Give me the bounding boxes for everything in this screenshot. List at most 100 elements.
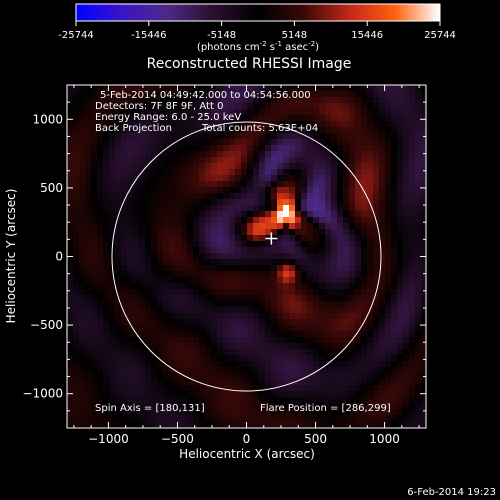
heatmap-cell: [73, 103, 80, 110]
heatmap-cell: [343, 253, 350, 260]
heatmap-cell: [127, 277, 134, 284]
heatmap-cell: [295, 343, 302, 350]
x-axis-label: Heliocentric X (arcsec): [179, 447, 315, 461]
heatmap-cell: [91, 337, 98, 344]
heatmap-cell: [229, 211, 236, 218]
heatmap-cell: [199, 295, 206, 302]
heatmap-cell: [97, 163, 104, 170]
heatmap-cell: [139, 175, 146, 182]
heatmap-cell: [259, 211, 266, 218]
heatmap-cell: [331, 319, 338, 326]
heatmap-cell: [391, 85, 398, 92]
heatmap-cell: [217, 307, 224, 314]
heatmap-cell: [205, 229, 212, 236]
heatmap-cell: [289, 361, 296, 368]
heatmap-cell: [145, 109, 152, 116]
heatmap-cell: [187, 175, 194, 182]
heatmap-cell: [133, 421, 140, 428]
heatmap-cell: [307, 307, 314, 314]
heatmap-cell: [67, 247, 74, 254]
heatmap-cell: [421, 295, 426, 302]
heatmap-cell: [235, 193, 242, 200]
heatmap-cell: [301, 319, 308, 326]
heatmap-cell: [199, 151, 206, 158]
heatmap-cell: [325, 145, 332, 152]
heatmap-cell: [331, 193, 338, 200]
heatmap-cell: [235, 151, 242, 158]
heatmap-cell: [187, 217, 194, 224]
heatmap-cell: [403, 307, 410, 314]
heatmap-cell: [295, 337, 302, 344]
heatmap-cell: [85, 343, 92, 350]
heatmap-cell: [121, 385, 128, 392]
heatmap-cell: [211, 373, 218, 380]
heatmap-cell: [349, 103, 356, 110]
heatmap-cell: [199, 103, 206, 110]
heatmap-cell: [139, 349, 146, 356]
heatmap-cell: [289, 97, 296, 104]
heatmap-cell: [91, 187, 98, 194]
heatmap-cell: [349, 91, 356, 98]
heatmap-cell: [229, 115, 236, 122]
heatmap-cell: [337, 409, 344, 416]
heatmap-cell: [343, 403, 350, 410]
heatmap-cell: [319, 421, 326, 428]
heatmap-cell: [397, 103, 404, 110]
heatmap-cell: [115, 331, 122, 338]
heatmap-cell: [397, 313, 404, 320]
heatmap-cell: [403, 187, 410, 194]
heatmap-cell: [271, 127, 278, 134]
heatmap-cell: [271, 379, 278, 386]
heatmap-cell: [169, 175, 176, 182]
heatmap-cell: [415, 307, 422, 314]
heatmap-cell: [133, 295, 140, 302]
heatmap-cell: [337, 319, 344, 326]
heatmap-cell: [391, 223, 398, 230]
heatmap-cell: [211, 361, 218, 368]
heatmap-cell: [181, 157, 188, 164]
heatmap-cell: [187, 235, 194, 242]
heatmap-cell: [133, 157, 140, 164]
heatmap-cell: [295, 283, 302, 290]
heatmap-cell: [337, 247, 344, 254]
heatmap-cell: [367, 223, 374, 230]
heatmap-cell: [145, 367, 152, 374]
heatmap-cell: [355, 355, 362, 362]
heatmap-cell: [115, 289, 122, 296]
heatmap-cell: [361, 217, 368, 224]
heatmap-cell: [343, 187, 350, 194]
heatmap-cell: [235, 391, 242, 398]
heatmap-cell: [67, 343, 74, 350]
heatmap-cell: [421, 91, 426, 98]
heatmap-cell: [295, 247, 302, 254]
solar-limb-circle: [111, 121, 382, 392]
heatmap-cell: [211, 175, 218, 182]
heatmap-cell: [139, 205, 146, 212]
heatmap-cell: [187, 259, 194, 266]
heatmap-cell: [157, 193, 164, 200]
heatmap-cell: [103, 319, 110, 326]
heatmap-cell: [229, 385, 236, 392]
heatmap-cell: [187, 229, 194, 236]
heatmap-cell: [241, 283, 248, 290]
heatmap-cell: [169, 361, 176, 368]
heatmap-cell: [205, 313, 212, 320]
heatmap-cell: [205, 127, 212, 134]
heatmap-cell: [259, 115, 266, 122]
heatmap-cell: [115, 163, 122, 170]
heatmap-cell: [295, 241, 302, 248]
heatmap-cell: [133, 391, 140, 398]
heatmap-cell: [109, 361, 116, 368]
heatmap-cell: [343, 283, 350, 290]
heatmap-cell: [361, 421, 368, 428]
heatmap-cell: [367, 313, 374, 320]
heatmap-cell: [379, 247, 386, 254]
heatmap-cell: [283, 115, 290, 122]
heatmap-cell: [73, 361, 80, 368]
heatmap-cell: [361, 367, 368, 374]
heatmap-cell: [409, 259, 416, 266]
heatmap-cell: [385, 349, 392, 356]
heatmap-cell: [217, 85, 224, 92]
heatmap-cell: [331, 307, 338, 314]
heatmap-cell: [181, 145, 188, 152]
